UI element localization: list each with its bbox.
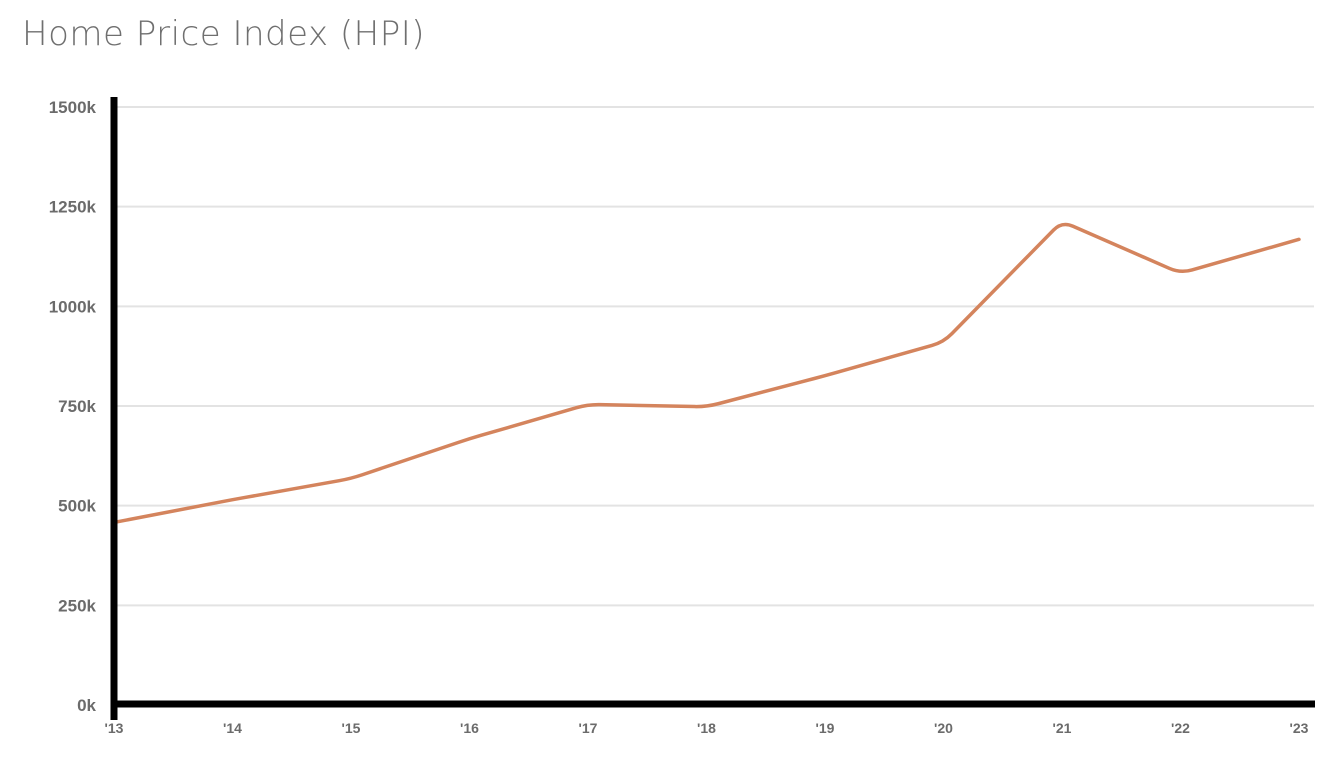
series-line: [112, 222, 1301, 525]
data-point: [1296, 236, 1302, 242]
x-tick-label: '19: [816, 720, 835, 736]
data-point: [467, 436, 473, 442]
data-point: [585, 401, 591, 407]
series-group: [112, 218, 1302, 525]
x-tick-label: '21: [1053, 720, 1072, 736]
x-tick-label: '16: [460, 720, 479, 736]
x-tick-label: '23: [1290, 720, 1309, 736]
chart-title: Home Price Index (HPI): [22, 14, 425, 54]
x-tick-label: '17: [579, 720, 598, 736]
y-tick-label: 1000k: [49, 297, 97, 316]
axes: [110, 97, 1315, 720]
x-tick-label: '22: [1171, 720, 1190, 736]
y-tick-label: 250k: [58, 596, 96, 615]
y-tick-label: 500k: [58, 497, 96, 516]
y-tick-label: 1250k: [49, 198, 97, 217]
x-tick-label: '18: [697, 720, 716, 736]
y-tick-label: 750k: [58, 397, 96, 416]
grid-lines: [114, 106, 1314, 607]
x-tick-label: '13: [105, 720, 124, 736]
data-point: [1178, 270, 1184, 276]
data-point: [230, 497, 236, 503]
data-point: [822, 373, 828, 379]
y-axis-tick-labels: 0k 250k 500k 750k 1000k 1250k 1500k: [49, 98, 97, 715]
x-axis-tick-labels: '13 '14 '15 '16 '17 '18 '19 '20 '21 '22 '23: [105, 720, 1309, 736]
data-point: [941, 339, 947, 345]
x-tick-label: '14: [223, 720, 242, 736]
x-tick-label: '20: [934, 720, 953, 736]
data-point: [348, 476, 354, 482]
y-tick-label: 0k: [77, 696, 96, 715]
data-point: [704, 404, 710, 410]
y-tick-label: 1500k: [49, 98, 97, 117]
x-tick-label: '15: [342, 720, 361, 736]
data-point: [1059, 218, 1065, 224]
